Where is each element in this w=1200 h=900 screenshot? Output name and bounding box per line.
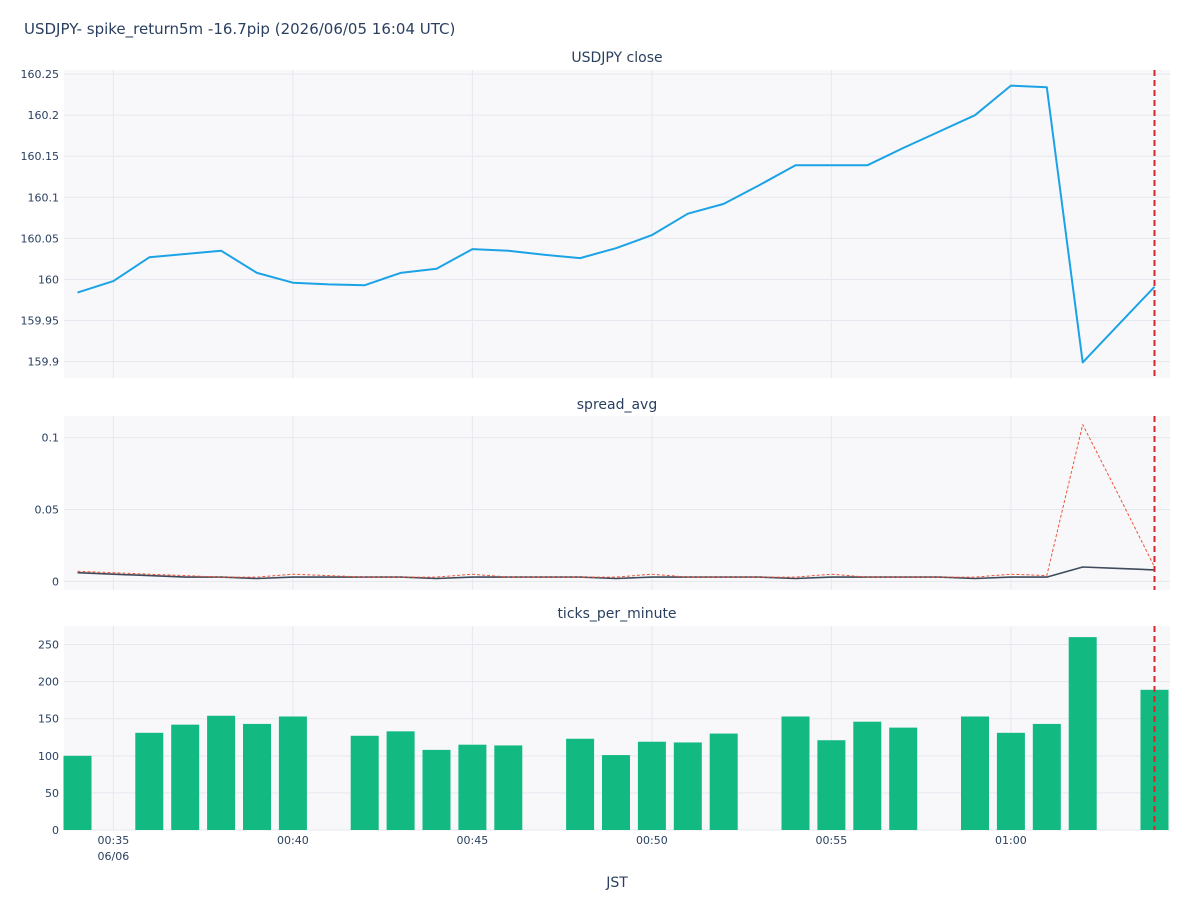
bar: [63, 755, 92, 830]
bar: [853, 721, 882, 830]
y-tick-label: 160: [38, 273, 59, 286]
y-tick-label: 250: [38, 639, 59, 652]
bar: [278, 716, 307, 830]
bar: [566, 738, 595, 830]
bar: [135, 732, 164, 830]
bar: [1068, 637, 1097, 830]
bar: [709, 733, 738, 830]
bar: [171, 724, 200, 830]
bar: [637, 741, 666, 830]
x-tick-label: 00:55: [816, 834, 848, 847]
y-tick-label: 0: [52, 824, 59, 837]
series-line-1: [77, 566, 1155, 580]
y-tick-label: 150: [38, 713, 59, 726]
bar: [1032, 723, 1061, 830]
y-tick-label: 200: [38, 676, 59, 689]
bar: [673, 742, 702, 830]
bar: [422, 749, 451, 830]
plot-area-2: [64, 416, 1170, 590]
y-tick-label: 160.25: [21, 68, 60, 81]
y-tick-label: 160.05: [21, 232, 60, 245]
series-line-1: [77, 84, 1156, 364]
y-tick-label: 160.1: [28, 191, 60, 204]
plot-area-1: [64, 70, 1170, 378]
x-tick-date: 06/06: [98, 850, 130, 863]
chart-title: USDJPY- spike_return5m -16.7pip (2026/06…: [24, 20, 456, 38]
bar: [458, 744, 487, 830]
x-tick-label: 00:45: [457, 834, 489, 847]
x-tick-label: 00:50: [636, 834, 668, 847]
bar: [386, 731, 415, 830]
subplot-title: USDJPY close: [571, 50, 662, 66]
bar: [350, 735, 379, 830]
bar: [207, 715, 236, 830]
x-tick-label: 00:35: [98, 834, 130, 847]
bar: [781, 716, 810, 830]
y-tick-label: 160.2: [28, 109, 60, 122]
y-tick-label: 0.05: [35, 503, 60, 516]
subplot-title: ticks_per_minute: [557, 606, 676, 622]
x-tick-label: 01:00: [995, 834, 1027, 847]
bar: [494, 745, 523, 830]
x-axis-title: JST: [605, 875, 628, 891]
bar: [996, 732, 1025, 830]
y-tick-label: 100: [38, 750, 59, 763]
bar: [817, 740, 846, 830]
y-tick-label: 50: [45, 787, 59, 800]
y-tick-label: 0.1: [42, 432, 60, 445]
y-tick-label: 159.9: [28, 356, 60, 369]
bar: [961, 716, 989, 830]
bar: [602, 755, 630, 830]
bar: [889, 727, 918, 830]
x-tick-label: 00:40: [277, 834, 309, 847]
y-tick-label: 160.15: [21, 150, 60, 163]
subplot-title: spread_avg: [577, 397, 657, 413]
y-tick-label: 0: [52, 575, 59, 588]
y-tick-label: 159.95: [21, 315, 60, 328]
bar: [243, 723, 271, 830]
